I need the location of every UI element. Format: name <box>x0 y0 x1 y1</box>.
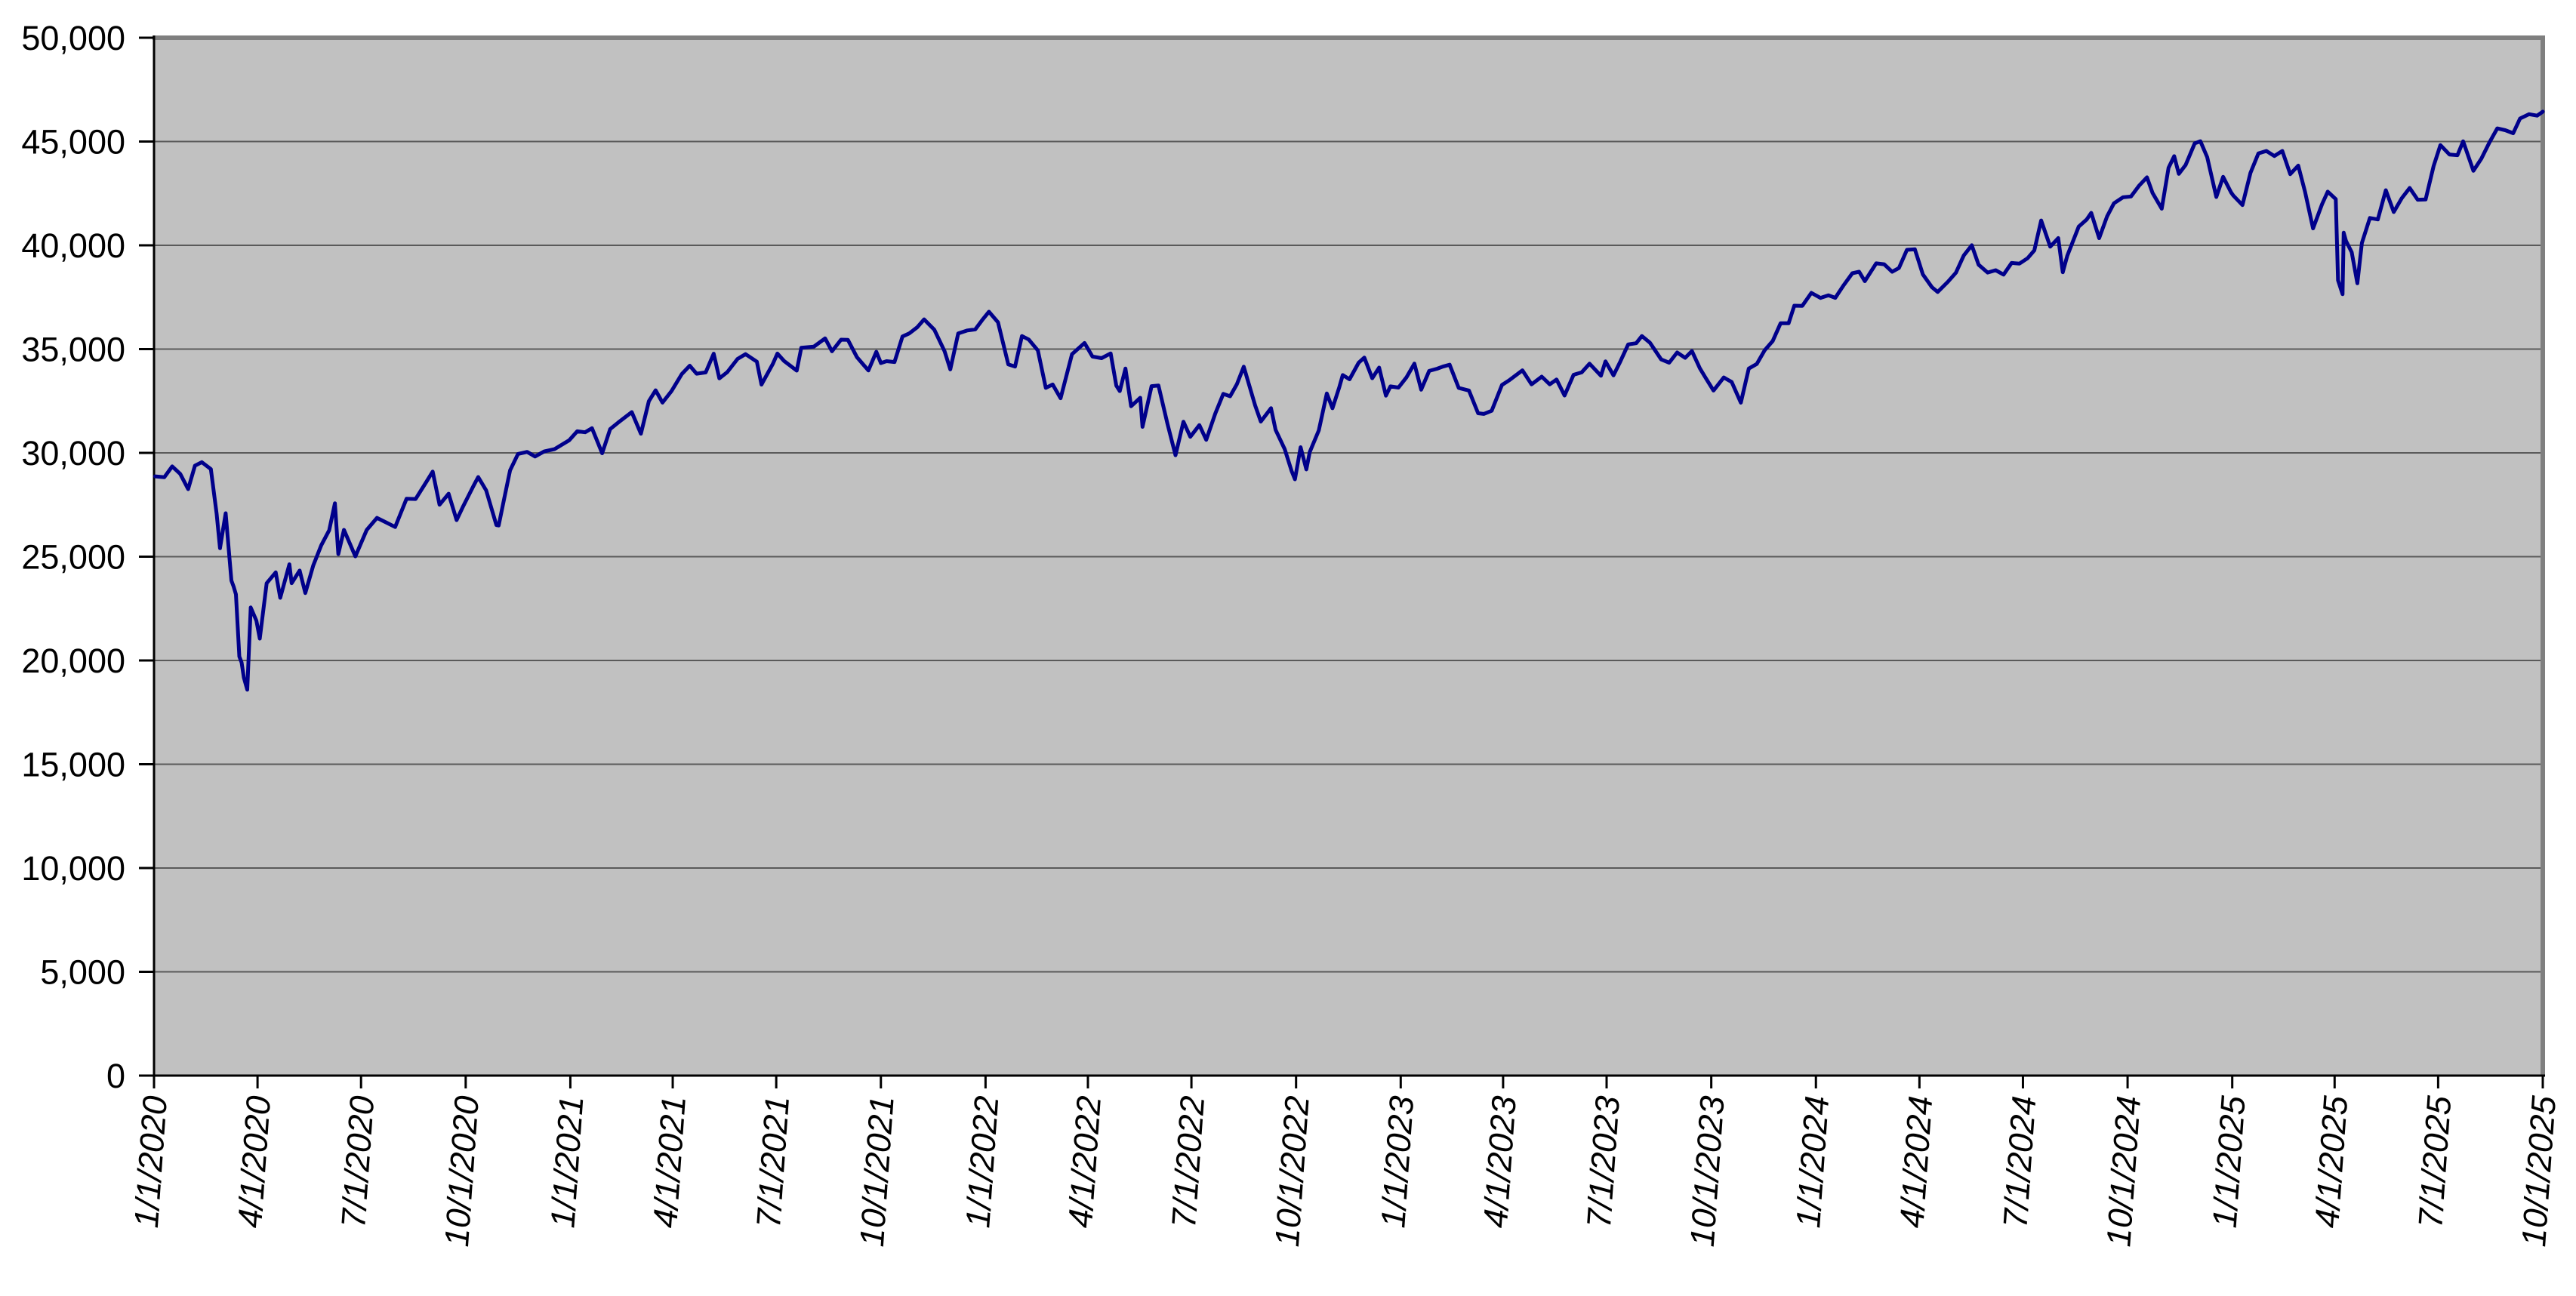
y-axis-tick-label: 0 <box>106 1057 125 1095</box>
x-axis-tick-label: 1/1/2025 <box>2205 1094 2253 1229</box>
y-axis-ticks <box>139 36 154 1077</box>
x-axis-tick-label: 4/1/2025 <box>2307 1094 2355 1229</box>
x-axis-tick-label: 10/1/2025 <box>2514 1094 2563 1248</box>
x-axis-labels: 1/1/2020 4/1/2020 7/1/2020 10/1/2020 1/1/202… <box>127 1094 2563 1248</box>
y-axis-tick-label: 50,000 <box>21 19 125 57</box>
x-axis-tick-label: 4/1/2020 <box>230 1094 278 1229</box>
djia-series-line <box>153 109 2545 692</box>
x-axis-tick-label: 1/1/2024 <box>1789 1094 1836 1229</box>
x-axis-tick-label: 7/1/2023 <box>1579 1094 1627 1229</box>
x-axis-tick-label: 7/1/2025 <box>2411 1094 2458 1229</box>
x-axis-tick-label: 4/1/2024 <box>1892 1094 1940 1229</box>
x-axis-tick-label: 7/1/2024 <box>1995 1094 2043 1229</box>
x-axis-tick-label: 10/1/2021 <box>852 1094 901 1248</box>
y-axis-tick-label: 20,000 <box>21 642 125 680</box>
x-axis-tick-label: 10/1/2020 <box>437 1094 486 1248</box>
y-gridlines <box>154 140 2543 973</box>
x-axis-ticks <box>153 1076 2544 1088</box>
x-axis-tick-label: 7/1/2021 <box>749 1094 797 1229</box>
x-axis-tick-label: 1/1/2022 <box>958 1094 1006 1229</box>
x-axis-tick-label: 1/1/2023 <box>1373 1094 1421 1229</box>
x-axis-tick-label: 1/1/2021 <box>543 1094 590 1229</box>
y-axis-labels: 0 5,000 10,000 15,000 20,000 25,000 30,000 35,0… <box>21 19 125 1095</box>
x-axis-tick-label: 10/1/2023 <box>1683 1094 1732 1248</box>
x-axis-tick-label: 4/1/2021 <box>646 1094 693 1229</box>
y-axis-tick-label: 30,000 <box>21 434 125 473</box>
y-axis-tick-label: 5,000 <box>40 953 125 992</box>
y-axis-tick-label: 15,000 <box>21 746 125 784</box>
y-axis-tick-label: 40,000 <box>21 226 125 265</box>
x-axis-tick-label: 4/1/2022 <box>1061 1094 1108 1229</box>
plot-border <box>153 35 2545 1077</box>
y-axis-tick-label: 35,000 <box>21 331 125 369</box>
y-axis-tick-label: 25,000 <box>21 538 125 577</box>
x-axis-tick-label: 10/1/2024 <box>2099 1094 2148 1248</box>
x-axis-tick-label: 7/1/2022 <box>1164 1094 1212 1229</box>
x-axis-tick-label: 10/1/2022 <box>1268 1094 1317 1248</box>
x-axis-tick-label: 7/1/2020 <box>334 1094 381 1229</box>
y-axis-tick-label: 10,000 <box>21 849 125 888</box>
x-axis-tick-label: 1/1/2020 <box>127 1094 174 1229</box>
y-axis-tick-label: 45,000 <box>21 123 125 162</box>
x-axis-tick-label: 4/1/2023 <box>1476 1094 1524 1229</box>
